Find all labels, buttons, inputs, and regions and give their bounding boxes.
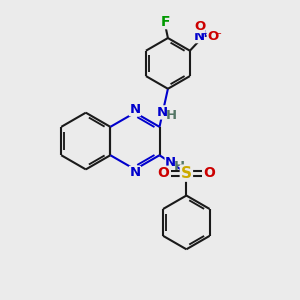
Text: O: O	[157, 166, 169, 180]
Text: O: O	[194, 20, 206, 33]
Text: F: F	[161, 15, 170, 29]
Text: O: O	[204, 166, 216, 180]
Text: S: S	[181, 166, 192, 181]
Text: H: H	[174, 160, 185, 173]
Text: N: N	[157, 106, 168, 119]
Text: N: N	[194, 30, 205, 43]
Text: N: N	[129, 167, 140, 179]
Text: H: H	[166, 109, 177, 122]
Text: +: +	[201, 29, 210, 39]
Text: N: N	[129, 103, 140, 116]
Text: ⁻: ⁻	[216, 31, 221, 41]
Text: N: N	[165, 156, 176, 169]
Text: O: O	[207, 30, 218, 43]
